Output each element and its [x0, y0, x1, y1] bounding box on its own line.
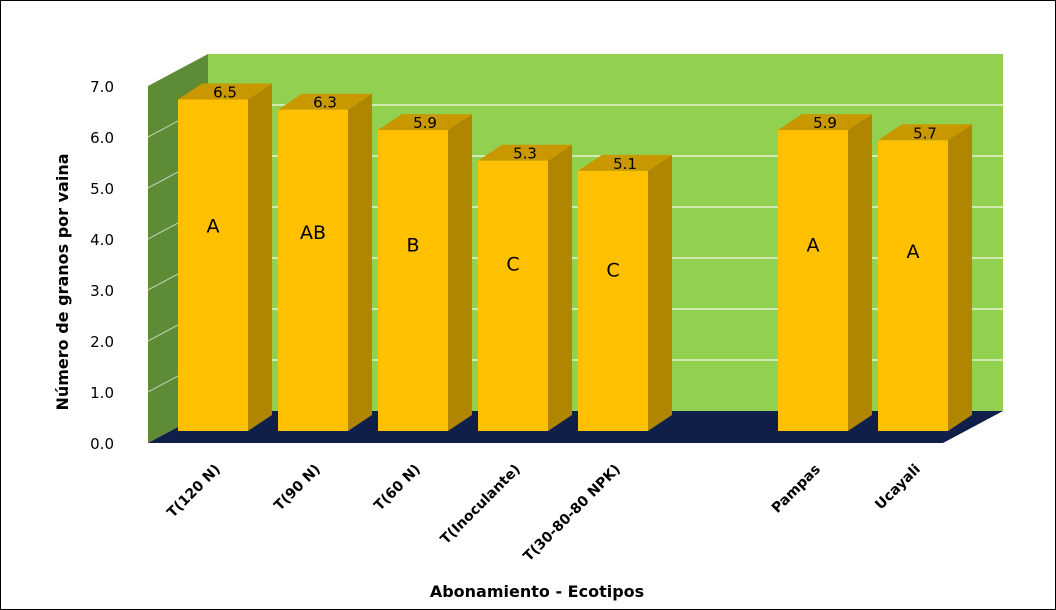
x-tick-label: T(60 N): [371, 462, 424, 515]
bar-top: [178, 83, 272, 100]
data-label: 5.7: [913, 124, 937, 142]
chart-walls: [148, 54, 1003, 443]
bar-4: 5.3 C: [478, 144, 572, 431]
significance-letter: A: [807, 234, 820, 256]
bar-side: [948, 124, 972, 432]
x-tick-label: T(Inoculante): [438, 462, 524, 548]
bar-front: [878, 140, 948, 432]
bar-top: [278, 93, 372, 110]
data-label: 5.1: [613, 155, 637, 173]
bar-top: [578, 154, 672, 171]
y-tick-label: 3.0: [90, 282, 114, 300]
bar-top: [378, 114, 472, 131]
x-tick-label: Pampas: [769, 462, 824, 517]
bar-side: [348, 93, 372, 431]
y-tick-label: 6.0: [90, 129, 114, 147]
bar-front: [378, 130, 448, 431]
data-label: 6.5: [213, 84, 237, 102]
bars: 6.5 A 6.3 AB 5.9 B 5.3 C 5.1 C 5.9 A 5.7 A: [178, 83, 972, 432]
y-tick-label: 4.0: [90, 231, 114, 249]
x-axis-title: Abonamiento - Ecotipos: [430, 582, 644, 601]
x-tick-label: T(30-80-80 NPK): [521, 462, 624, 565]
x-tick-label: Ucayali: [872, 462, 924, 514]
chart-floor: [148, 411, 1003, 443]
y-axis-title: Número de granos por vaina: [53, 153, 72, 410]
significance-letter: A: [907, 241, 920, 263]
significance-letter: A: [207, 215, 220, 237]
x-tick-label: T(120 N): [164, 462, 224, 522]
bar-top: [878, 124, 972, 141]
bar-3: 5.9 B: [378, 114, 472, 431]
significance-letter: AB: [300, 222, 326, 244]
data-label: 5.9: [813, 114, 837, 132]
bar-side: [548, 144, 572, 431]
significance-letter: B: [406, 234, 419, 256]
bar-front: [478, 160, 548, 431]
bar-7: 5.7 A: [878, 124, 972, 432]
data-label: 5.9: [413, 114, 437, 132]
bar-side: [648, 154, 672, 431]
x-tick-label: T(90 N): [271, 462, 324, 515]
x-axis-ticks: T(120 N) T(90 N) T(60 N) T(Inoculante)T(30-…: [164, 462, 924, 565]
bar-side: [448, 114, 472, 431]
bar-5: 5.1 C: [578, 154, 672, 431]
bar-top: [778, 114, 872, 131]
bar-top: [478, 144, 572, 161]
bar-front: [578, 170, 648, 431]
bar-2: 6.3 AB: [278, 93, 372, 431]
bar-side: [248, 83, 272, 431]
bar-front: [178, 99, 248, 431]
bar-side: [848, 114, 872, 431]
significance-letter: C: [606, 260, 619, 282]
data-label: 5.3: [513, 145, 537, 163]
y-tick-label: 0.0: [90, 435, 114, 453]
bar-front: [278, 109, 348, 431]
y-axis-ticks: 0.0 1.0 2.0 3.0 4.0 5.0 6.0 7.0: [90, 78, 114, 453]
data-label: 6.3: [313, 94, 337, 112]
significance-letter: C: [506, 253, 519, 275]
bar-front: [778, 130, 848, 431]
bar-1: 6.5 A: [178, 83, 272, 431]
bar-6: 5.9 A: [778, 114, 872, 431]
y-tick-label: 1.0: [90, 384, 114, 402]
floor: [148, 411, 1003, 443]
y-tick-label: 5.0: [90, 180, 114, 198]
y-tick-label: 2.0: [90, 333, 114, 351]
y-tick-label: 7.0: [90, 78, 114, 96]
